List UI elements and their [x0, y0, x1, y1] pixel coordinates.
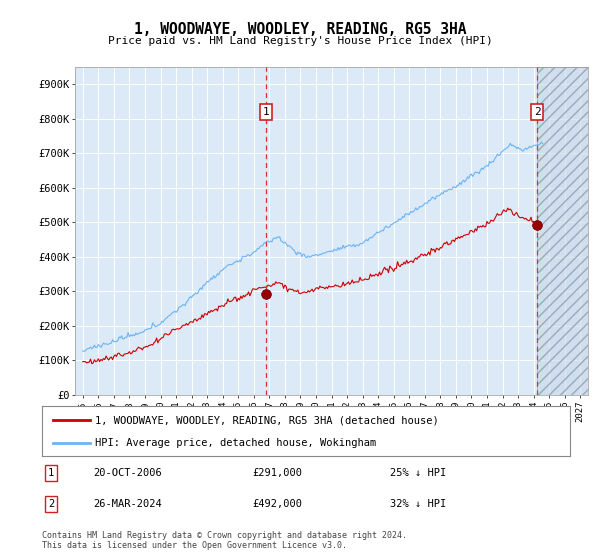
Text: 2: 2	[533, 107, 541, 117]
Text: 1: 1	[263, 107, 269, 117]
Text: Price paid vs. HM Land Registry's House Price Index (HPI): Price paid vs. HM Land Registry's House …	[107, 36, 493, 46]
Text: £291,000: £291,000	[252, 468, 302, 478]
Text: 32% ↓ HPI: 32% ↓ HPI	[390, 499, 446, 509]
Text: 2: 2	[48, 499, 54, 509]
Text: 1, WOODWAYE, WOODLEY, READING, RG5 3HA (detached house): 1, WOODWAYE, WOODLEY, READING, RG5 3HA (…	[95, 415, 439, 425]
Text: 1: 1	[48, 468, 54, 478]
Text: 20-OCT-2006: 20-OCT-2006	[93, 468, 162, 478]
Bar	[538, 67, 600, 395]
Text: 1, WOODWAYE, WOODLEY, READING, RG5 3HA: 1, WOODWAYE, WOODLEY, READING, RG5 3HA	[134, 22, 466, 38]
Text: Contains HM Land Registry data © Crown copyright and database right 2024.
This d: Contains HM Land Registry data © Crown c…	[42, 531, 407, 550]
Text: £492,000: £492,000	[252, 499, 302, 509]
Bar	[538, 67, 600, 395]
Text: HPI: Average price, detached house, Wokingham: HPI: Average price, detached house, Woki…	[95, 438, 376, 449]
Text: 25% ↓ HPI: 25% ↓ HPI	[390, 468, 446, 478]
Text: 26-MAR-2024: 26-MAR-2024	[93, 499, 162, 509]
